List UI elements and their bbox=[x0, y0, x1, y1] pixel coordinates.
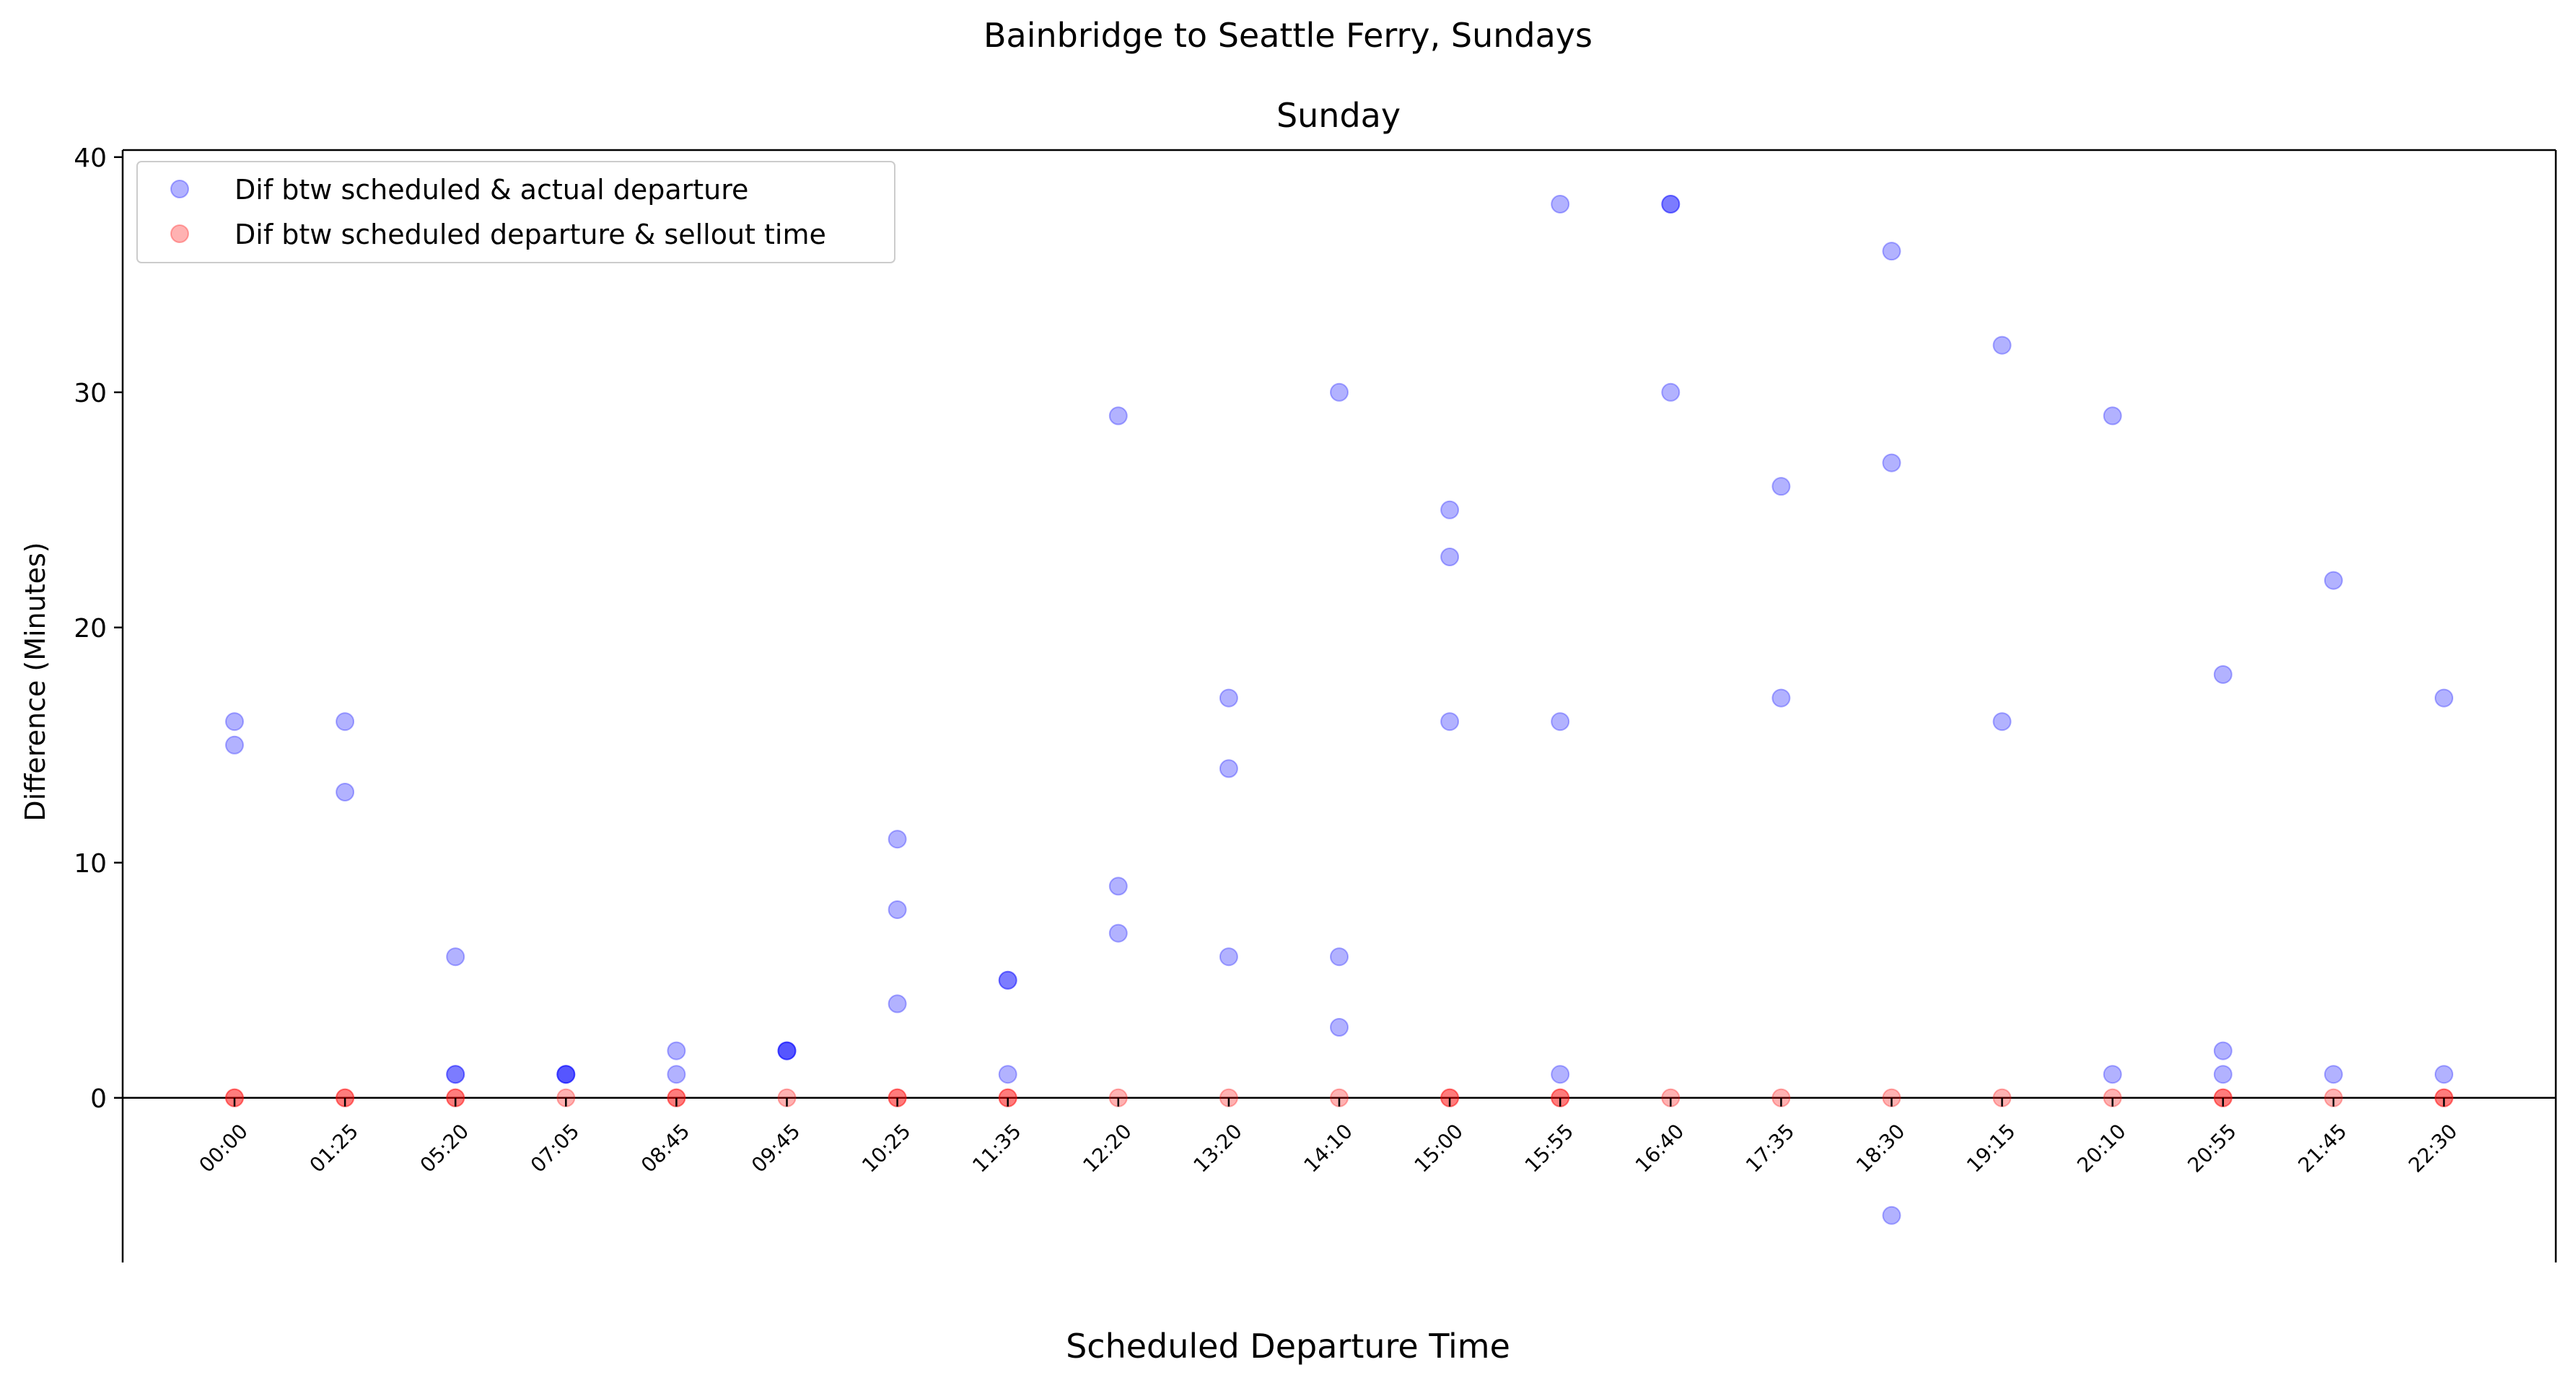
departure-point bbox=[1551, 194, 1570, 214]
x-tick-label: 14:10 bbox=[1300, 1119, 1357, 1177]
departure-point bbox=[998, 970, 1017, 990]
departure-point bbox=[1882, 242, 1901, 261]
departure-point bbox=[1108, 923, 1128, 943]
departure-point bbox=[1219, 947, 1238, 967]
figure-title: Bainbridge to Seattle Ferry, Sundays bbox=[983, 16, 1593, 55]
y-tick-label: 40 bbox=[74, 144, 107, 173]
departure-point bbox=[1992, 335, 2012, 355]
x-tick-label: 05:20 bbox=[416, 1119, 473, 1177]
departure-point bbox=[2435, 688, 2453, 708]
y-axis-label: Difference (Minutes) bbox=[19, 542, 51, 821]
departure-point bbox=[1882, 453, 1901, 473]
legend-label: Dif btw scheduled departure & sellout ti… bbox=[235, 219, 826, 250]
x-tick-label: 10:25 bbox=[857, 1119, 915, 1177]
departure-point bbox=[336, 712, 355, 732]
departure-point bbox=[2213, 664, 2233, 684]
x-tick-label: 11:35 bbox=[968, 1119, 1025, 1177]
departure-point bbox=[998, 1065, 1017, 1084]
x-tick-label: 08:45 bbox=[636, 1119, 694, 1177]
departure-point bbox=[1330, 1017, 1349, 1037]
departure-point bbox=[2103, 1065, 2122, 1084]
departure-point bbox=[777, 1041, 797, 1060]
x-tick-label: 20:10 bbox=[2072, 1119, 2130, 1177]
y-tick-label: 0 bbox=[90, 1084, 107, 1114]
x-tick-label: 09:45 bbox=[747, 1119, 805, 1177]
departure-point bbox=[225, 735, 244, 755]
departure-point bbox=[1661, 194, 1681, 214]
plot-title: Sunday bbox=[1276, 96, 1401, 135]
x-tick-label: 17:35 bbox=[1741, 1119, 1799, 1177]
y-tick-label: 20 bbox=[74, 614, 107, 644]
departure-point bbox=[888, 900, 907, 919]
departure-point bbox=[1771, 688, 1791, 708]
departure-point bbox=[1661, 194, 1681, 214]
x-tick-label: 22:30 bbox=[2404, 1119, 2462, 1177]
departure-point bbox=[1330, 947, 1349, 967]
departure-point bbox=[336, 782, 355, 801]
x-axis-label: Scheduled Departure Time bbox=[1066, 1327, 1510, 1366]
y-ticks: 0 10 20 30 40 bbox=[74, 144, 123, 1114]
departure-point bbox=[1108, 406, 1128, 426]
y-tick-label: 10 bbox=[74, 849, 107, 879]
departure-point bbox=[1551, 1065, 1570, 1084]
departure-point bbox=[1330, 382, 1349, 402]
departure-point bbox=[777, 1041, 797, 1060]
departure-point bbox=[998, 970, 1017, 990]
departure-point bbox=[1440, 712, 1460, 732]
departure-point bbox=[1882, 1205, 1901, 1225]
departure-point bbox=[888, 994, 907, 1014]
x-tick-label: 00:00 bbox=[195, 1119, 253, 1177]
x-tick-label: 21:45 bbox=[2293, 1119, 2351, 1177]
departure-point bbox=[1219, 688, 1238, 708]
departure-point bbox=[888, 830, 907, 849]
points bbox=[225, 194, 2453, 1225]
legend-marker bbox=[170, 224, 189, 243]
departure-point bbox=[667, 1065, 686, 1084]
y-tick-label: 30 bbox=[74, 379, 107, 408]
departure-point bbox=[1771, 477, 1791, 496]
departure-point bbox=[556, 1065, 576, 1084]
departure-point bbox=[225, 712, 244, 732]
departure-point bbox=[556, 1065, 576, 1084]
departure-point bbox=[2323, 571, 2343, 590]
x-tick-label: 19:15 bbox=[1962, 1119, 2020, 1177]
departure-point bbox=[1551, 712, 1570, 732]
departure-point bbox=[777, 1041, 797, 1060]
x-tick-label: 13:20 bbox=[1188, 1119, 1246, 1177]
legend-label: Dif btw scheduled & actual departure bbox=[235, 174, 748, 206]
departure-point bbox=[1440, 500, 1460, 519]
departure-point bbox=[2213, 1065, 2233, 1084]
departure-point bbox=[446, 947, 465, 967]
departure-point bbox=[1661, 382, 1681, 402]
departure-point bbox=[556, 1065, 576, 1084]
departure-point bbox=[1108, 877, 1128, 896]
x-tick-label: 12:20 bbox=[1078, 1119, 1136, 1177]
legend-marker bbox=[170, 180, 189, 198]
departure-point bbox=[667, 1041, 686, 1060]
x-tick-label: 15:00 bbox=[1410, 1119, 1468, 1177]
departure-point bbox=[1992, 712, 2012, 732]
x-tick-label: 01:25 bbox=[305, 1119, 363, 1177]
departure-point bbox=[2103, 406, 2122, 426]
departure-point bbox=[2323, 1065, 2343, 1084]
x-tick-label: 16:40 bbox=[1631, 1119, 1688, 1177]
departure-point bbox=[446, 1065, 465, 1084]
departure-point bbox=[2435, 1065, 2453, 1084]
departure-point bbox=[446, 1065, 465, 1084]
legend-box bbox=[136, 161, 895, 263]
departure-point bbox=[2213, 1041, 2233, 1060]
legend: Dif btw scheduled & actual departure Dif … bbox=[136, 161, 895, 263]
x-tick-label: 20:55 bbox=[2183, 1119, 2240, 1177]
departure-point bbox=[1440, 547, 1460, 566]
x-tick-label: 18:30 bbox=[1852, 1119, 1909, 1177]
x-ticks: 00:00 01:25 05:20 07:05 08:45 09:45 10:25 11:35… bbox=[195, 1097, 2462, 1177]
x-tick-label: 07:05 bbox=[526, 1119, 584, 1177]
x-tick-label: 15:55 bbox=[1520, 1119, 1578, 1177]
departure-point bbox=[1219, 759, 1238, 778]
